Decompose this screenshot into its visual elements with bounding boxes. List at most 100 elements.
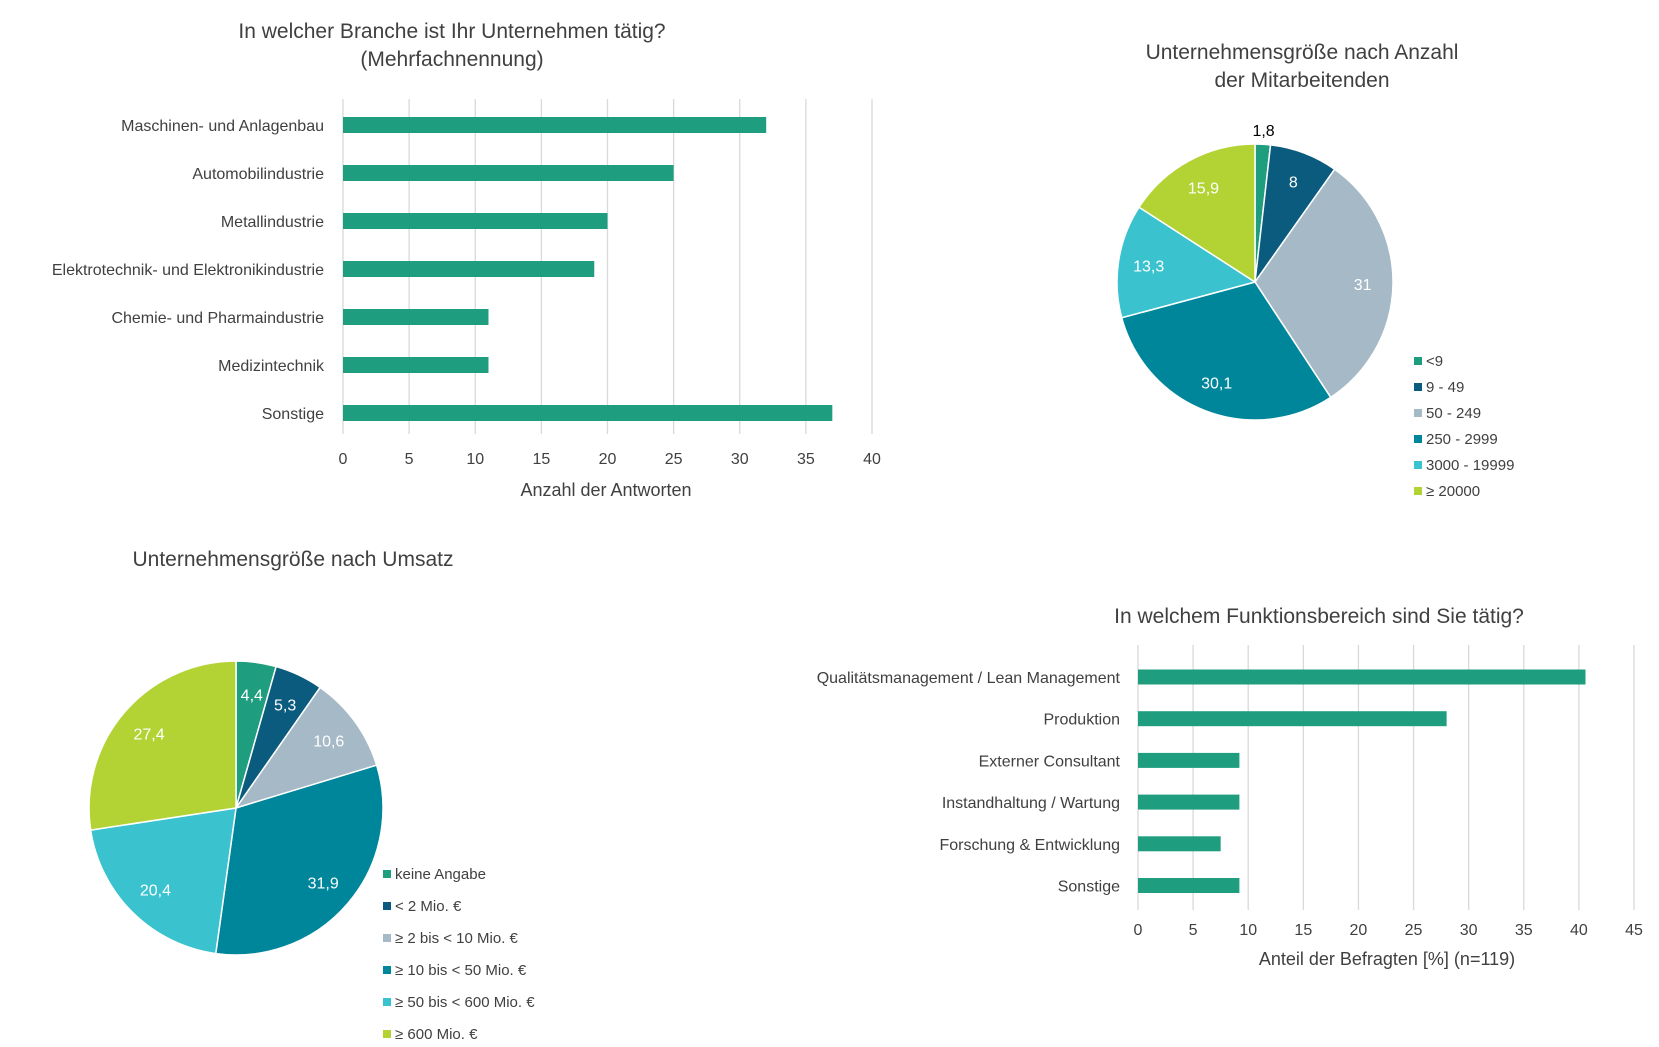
bar [343,213,608,229]
category-label: Elektrotechnik- und Elektronikindustrie [52,262,324,279]
legend-swatch [383,998,391,1006]
pie-slice [1116,206,1257,319]
bar [343,405,833,421]
chart-title: (Mehrfachnennung) [360,48,543,71]
category-label: Qualitätsmanagement / Lean Management [817,670,1121,687]
legend-swatch [1414,435,1422,443]
x-tick-label: 40 [863,451,881,468]
data-label: 8 [1289,174,1298,191]
data-label: 20,4 [140,883,171,900]
pie-slice [1137,143,1256,284]
category-label: Medizintechnik [218,358,325,375]
category-label: Produktion [1044,712,1121,729]
x-tick-label: 30 [1460,922,1478,939]
category-label: Maschinen- und Anlagenbau [121,118,324,135]
pie-slice [1254,168,1394,399]
legend-swatch [383,934,391,942]
data-label: 31 [1354,277,1372,294]
chart-title: In welcher Branche ist Ihr Unternehmen t… [238,20,665,43]
legend-swatch [383,966,391,974]
bar [1138,711,1447,727]
data-label: 1,8 [1252,123,1274,140]
data-label: 10,6 [313,734,344,751]
legend-label: ≥ 2 bis < 10 Mio. € [395,930,519,947]
x-tick-label: 20 [1350,922,1368,939]
legend-label: ≥ 600 Mio. € [395,1026,478,1043]
chart-title: der Mitarbeitenden [1214,69,1389,92]
x-tick-label: 5 [1189,922,1198,939]
bar [343,117,767,133]
x-axis-label: Anteil der Befragten [%] (n=119) [1259,949,1515,969]
x-tick-label: 15 [532,451,550,468]
legend-label: keine Angabe [395,866,486,883]
pie-slice [89,807,237,955]
pie-slice [234,686,378,810]
legend-swatch [383,870,391,878]
legend-label: ≥ 50 bis < 600 Mio. € [395,994,535,1011]
chart-title: In welchem Funktionsbereich sind Sie tät… [1114,605,1524,628]
x-tick-label: 40 [1570,922,1588,939]
category-label: Sonstige [1058,879,1120,896]
x-tick-label: 35 [1515,922,1533,939]
x-tick-label: 25 [1405,922,1423,939]
data-label: 13,3 [1133,258,1164,275]
x-tick-label: 0 [339,451,348,468]
x-tick-label: 5 [405,451,414,468]
legend-label: 9 - 49 [1426,379,1464,396]
legend-label: 50 - 249 [1426,405,1481,422]
employees-pie-chart: Unternehmensgröße nach Anzahl der Mitarbe… [1116,41,1514,500]
x-tick-label: 15 [1294,922,1312,939]
industry-bar-chart: In welcher Branche ist Ihr Unternehmen t… [52,20,881,500]
data-label: 31,9 [308,875,339,892]
category-label: Forschung & Entwicklung [939,837,1120,854]
chart-title: Unternehmensgröße nach Anzahl [1146,41,1459,64]
legend-swatch [1414,383,1422,391]
legend-swatch [383,902,391,910]
legend-label: 250 - 2999 [1426,431,1498,448]
bar [1138,878,1240,893]
legend-swatch [383,1030,391,1038]
chart-title: Unternehmensgröße nach Umsatz [133,548,454,571]
revenue-pie-chart: Unternehmensgröße nach Umsatz 4,4 5,3 10,6 3… [88,548,535,1043]
pie-slice [1120,281,1332,421]
data-label: 30,1 [1201,376,1232,393]
x-tick-label: 10 [1239,922,1257,939]
bar [1138,836,1221,852]
category-label: Automobilindustrie [192,166,324,183]
legend-label: < 2 Mio. € [395,898,462,915]
legend-swatch [1414,409,1422,417]
x-tick-label: 35 [797,451,815,468]
legend-label: ≥ 20000 [1426,483,1480,500]
category-label: Metallindustrie [221,214,324,231]
x-axis-label: Anzahl der Antworten [520,480,691,500]
bar [343,309,489,325]
x-tick-label: 20 [599,451,617,468]
category-label: Sonstige [262,406,324,423]
category-label: Chemie- und Pharmaindustrie [111,310,324,327]
pie-slice [214,764,384,956]
x-tick-label: 10 [466,451,484,468]
data-label: 15,9 [1188,180,1219,197]
legend-label: ≥ 10 bis < 50 Mio. € [395,962,527,979]
legend-swatch [1414,487,1422,495]
bar [343,357,489,373]
x-tick-label: 30 [731,451,749,468]
x-tick-label: 25 [665,451,683,468]
legend-swatch [1414,461,1422,469]
legend-label: 3000 - 19999 [1426,457,1514,474]
data-label: 27,4 [133,726,164,743]
bar [343,261,595,277]
data-label: 4,4 [241,687,263,704]
x-tick-label: 0 [1134,922,1143,939]
pie-slice [88,660,237,831]
function-bar-chart: In welchem Funktionsbereich sind Sie tät… [817,605,1643,969]
category-label: Externer Consultant [979,753,1121,770]
legend-swatch [1414,357,1422,365]
x-tick-label: 45 [1625,922,1643,939]
bar [343,165,674,181]
bar [1138,752,1240,768]
data-label: 5,3 [274,697,296,714]
legend-label: <9 [1426,353,1443,370]
bar [1138,794,1240,810]
